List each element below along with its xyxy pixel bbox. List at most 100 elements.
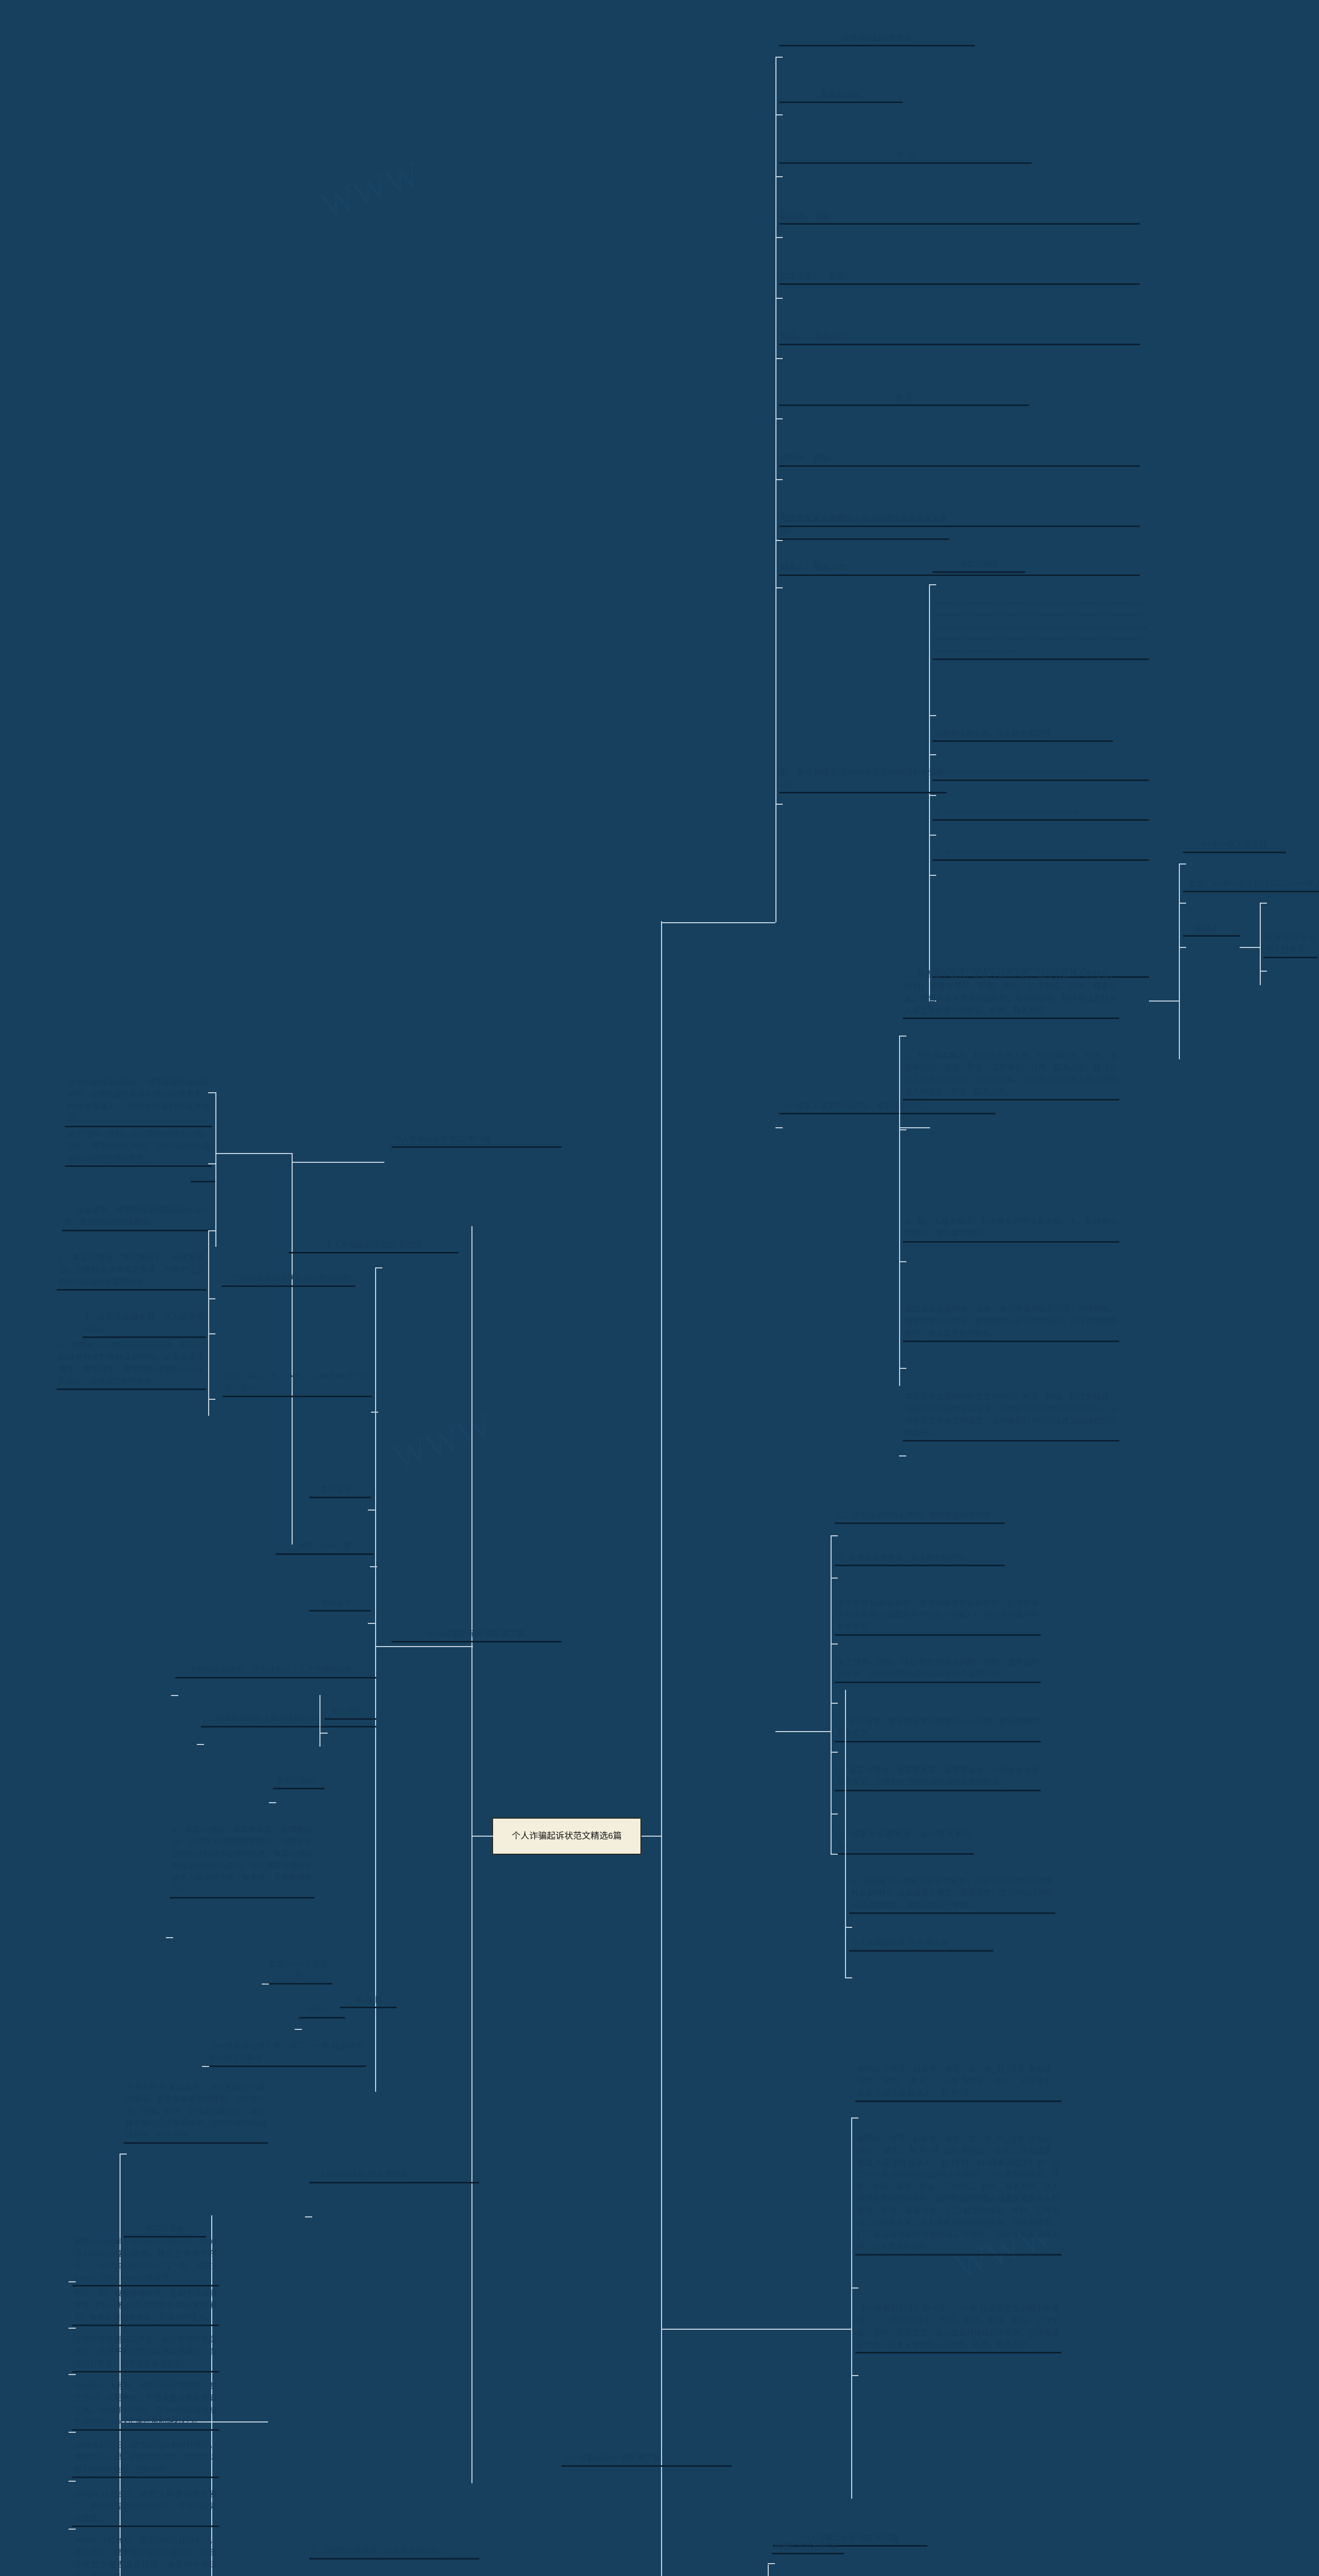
ex2-head2[interactable]: 个人诈骗起诉状 范文 第二篇 bbox=[392, 1628, 562, 1643]
facts-sub-1[interactable]: 此致：××市××区人民法院 bbox=[1183, 878, 1283, 893]
ex6-item-0[interactable]: 按照以下书写：起诉状：被告：女，年_月_日生 身份证： 住址： 被告： 男 年_… bbox=[855, 2063, 1061, 2102]
left-fmt-1-tick bbox=[208, 1163, 215, 1164]
form-spine bbox=[775, 57, 776, 587]
facts-sub-0-tick bbox=[1179, 863, 1186, 865]
sec-two-claim-0[interactable]: 诉讼请求应当明确、具体，有几项请求就写几项，分项列明。请求内容应当合法，能够得到… bbox=[903, 1303, 1119, 1342]
ex2-item-3[interactable]: 身份证号： bbox=[309, 1597, 371, 1612]
facts-title[interactable]: 事实与理由 bbox=[933, 558, 1025, 573]
form-riser bbox=[775, 587, 776, 922]
ex3-item-3[interactable]: 1999年4、5月间，被告开始打骂原告，甚至不归、长期外出，不尽夫妻义务和家庭义… bbox=[72, 2380, 219, 2431]
ex2-item-0[interactable]: 原告：×××，男，××族，××××年××月××日生，住×××。 bbox=[223, 1370, 372, 1397]
ex6-item-1[interactable]: 按照以下书写：起诉状：被告：女，年_月_日生 身份证： 住址： 被告： 男 年_… bbox=[855, 2133, 1061, 2256]
ex2-item-10[interactable]: 年 月 日 bbox=[340, 1994, 397, 2009]
root-node[interactable]: 个人诈骗起诉状范文精选6篇 bbox=[492, 1818, 641, 1855]
ex2-item-7[interactable]: 事实与理由： bbox=[273, 1775, 325, 1790]
facts-child-0[interactable]: 证据和证据来源，证人姓名和住所 bbox=[933, 727, 1113, 742]
ex2-item-9[interactable]: 起诉人： bbox=[299, 2004, 345, 2019]
ex3-item-4[interactable]: 1999年9月2日，被告又因琐事殴打原告，致使原告头部、面部多处受伤，经医院诊断… bbox=[72, 2439, 219, 2478]
ex3-item-0[interactable]: 被告于1990年上半年经人介绍认识，1991年1月15日登记结婚，婚后生育两个孩… bbox=[72, 2236, 219, 2286]
facts-body[interactable]: ××××××××××××××××××××××××××××××××××××××××… bbox=[933, 598, 1149, 660]
sec-one-child-2[interactable]: 3、第三人基本情况：与本案有利害关系的第三人，记载事项同原告、被告基本情况。 bbox=[903, 1216, 1119, 1243]
ex5-format-5-tick bbox=[845, 1927, 852, 1928]
ex3-item-5[interactable]: 2000年11月8日，被告又再度对原告殴打，致使原告受伤住院治疗，至今仍未完全康… bbox=[72, 2488, 219, 2527]
form-item-6[interactable]: 被 告 bbox=[779, 392, 1029, 406]
ex2-item-2[interactable]: 被告：×××，男 bbox=[276, 1540, 374, 1555]
left-fmt-3[interactable]: 2、事实与理由。事实要真实，说理要适当，引用有关法律规定条文，为维护正当的合法权… bbox=[57, 1252, 206, 1291]
ex2-body[interactable]: 2、事实与理由。事实要真实，说理要适当，引用有关法律规定的条文，为维护正当的合法… bbox=[170, 1824, 314, 1899]
ex5-title[interactable]: 个人诈骗起诉状 范文 第五篇 bbox=[773, 2532, 927, 2547]
form-tick-1 bbox=[775, 114, 783, 115]
form-item-2[interactable]: 原 告 bbox=[779, 149, 1031, 164]
ex4-title[interactable]: 个人诈骗起诉状 范文 第四篇 bbox=[309, 2169, 479, 2184]
facts-child-2[interactable]: 2、××××××××××××××××××××××××××××× bbox=[933, 806, 1149, 821]
facts-date[interactable]: 二〇一一年 月 日 bbox=[1263, 878, 1319, 893]
ex3-title[interactable]: 个人诈骗起诉状 范文 第三篇 bbox=[562, 2452, 732, 2467]
left-fmt-4[interactable]: 3、证据及证据来源、证人姓名和住址。 bbox=[82, 1311, 206, 1338]
facts-sub-2[interactable]: 起诉人： bbox=[1183, 922, 1240, 937]
ex5-format-1[interactable]: 关于'住所、住址、诉讼案由'的说法问题。住所，通常指的住所地，公民的住所地通常以… bbox=[835, 1656, 1041, 1683]
facts-child-1-tick bbox=[929, 795, 936, 796]
ex6-spine bbox=[851, 2117, 852, 2499]
ex5-format-0[interactable]: 文书名称'民事起诉状'。原告和被告在起诉状中，必须将被告写清不得以(如需要多个的… bbox=[835, 1597, 1041, 1636]
ex5-subtitle[interactable]: 民事起诉状的制作 bbox=[772, 2540, 844, 2555]
ex5-format-2-tick bbox=[831, 1752, 838, 1753]
ex4-item-1[interactable]: 3、证据及证据来源、证人姓名和住址。 bbox=[835, 1552, 1005, 1567]
left-fmt-0[interactable]: 文书名称'民事起诉状'。原告和被告在起诉状中，必须将被告写清不得以(如需要多个的… bbox=[65, 1077, 212, 1127]
ex3-item-1[interactable]: 婚后，原、被告感情尚可，后因生活琐事发生口角，被告多次对原告实施家庭暴力，致使夫… bbox=[72, 2287, 219, 2326]
ex3-item-1-tick bbox=[69, 2328, 76, 2329]
left-fmt-2-tick bbox=[208, 1230, 215, 1231]
ex2-item-8[interactable]: 此致 ××××人民法院 bbox=[265, 1958, 332, 1985]
form-item-7[interactable]: 住所地： 邮编： bbox=[779, 452, 1140, 467]
ex2-item-5[interactable]: (二)民事起诉状的主要内容及写作方法 bbox=[201, 1713, 376, 1728]
left-fmt-1[interactable]: 关于'住所、住址、诉讼案由'的说法问题。住所，通常指的住所地，公民的住所地通常以… bbox=[65, 1128, 212, 1167]
left-fmt-5[interactable]: 4、按照被告人数提交起诉状副本，附有与起诉状有关的各种证据材料。证据来源于哪里，… bbox=[57, 1340, 206, 1390]
ex4-note[interactable]: 3、证据及证据来源、证人姓名和住址。 bbox=[309, 2545, 479, 2560]
ex2-item-7-tick bbox=[269, 1802, 276, 1803]
ex5-format-2[interactable]: 1、诉讼请求。要写明请求法院解决什么问题，提出明确的具体要求。 bbox=[835, 1716, 1041, 1742]
sec-one-child-1-tick bbox=[899, 1129, 906, 1130]
facts-note[interactable]: 起诉状应当记明下列事项 bbox=[1263, 931, 1317, 958]
facts-child-4[interactable]: 4、××××××××××××××××××××××××××××××× bbox=[933, 963, 1149, 978]
left-fmt-5-tick bbox=[208, 1399, 215, 1400]
sec-three-title[interactable]: 三、事实和理由(说明纠纷发生的经过和争议焦点) bbox=[779, 767, 946, 793]
ex2-title[interactable]: 个人诈骗起诉状 范文 第二篇 bbox=[289, 1239, 459, 1254]
ex6-title[interactable]: 个人诈骗起诉状 范文 第六篇 bbox=[849, 1937, 993, 1952]
ex2-item-4[interactable]: (一)写好民事起诉状，应当注意以下几个方面的问题 bbox=[175, 1664, 376, 1679]
form-item-1[interactable]: 民事起诉状 bbox=[779, 89, 903, 104]
form-item-4[interactable]: 法定代表人： 职务： bbox=[779, 270, 1140, 285]
facts-sub-0[interactable]: ××市××区人民法院 bbox=[1183, 839, 1286, 854]
sec-two-claim-tick bbox=[899, 1368, 906, 1369]
ex2-item-11[interactable]: 《××民事诉讼法》第一百二十一条 起诉状应当记明下列事项 bbox=[206, 2040, 366, 2067]
ex3-item-2[interactable]: 在原告怀孕期间及产后，被告不但不照顾原告，反而不断对原告实施家庭暴力，多次殴打原… bbox=[72, 2334, 219, 2372]
ex2-item-6[interactable]: 诉讼请求： bbox=[325, 1705, 376, 1720]
form-item-5[interactable]: 联系人： 联系方式： bbox=[779, 331, 1140, 346]
facts-child-3[interactable]: 3、××××××××××××××××××××××××××××××× bbox=[933, 846, 1149, 861]
form-item-3[interactable]: 住所地： 邮编： bbox=[779, 210, 1140, 225]
left-grp1-note[interactable]: (二)写好民事起诉状应当注意的问题 bbox=[222, 1273, 356, 1287]
form-title[interactable]: 民事诉讼起诉状格式 bbox=[779, 32, 975, 47]
form-tick-3 bbox=[775, 237, 783, 238]
sec-one-title[interactable]: 一、当事人基本情况(原告、被告和第三人) bbox=[779, 1100, 995, 1115]
ex2-item-1[interactable]: 身份证号： bbox=[309, 1484, 371, 1499]
ex3-facts-label[interactable]: 事实与理由 bbox=[124, 2223, 206, 2238]
sec-one-child-0[interactable]: 1、原告基本情况：原告为自然人的，应写明自然人的姓名、性别、出生年月日、民族、职… bbox=[903, 969, 1119, 1019]
ex6-item-2[interactable]: 《××民事诉讼法》第一百二十一条 起诉状应当记明下列事项： (一) 原告的姓名、… bbox=[855, 2303, 1061, 2353]
ex5-format-4[interactable]: 3、证据及证据来源、证人姓名和住址。 bbox=[835, 1828, 974, 1855]
sec-two-title[interactable]: 二、诉讼请求(写明向人民法院提出的具体请求事项) bbox=[779, 513, 949, 540]
watermark: WWW bbox=[387, 1406, 498, 1479]
facts-sub2-link bbox=[1240, 947, 1260, 948]
form-item-8[interactable]: 法定代表人： 职务： bbox=[779, 513, 1140, 528]
left-fmt-2[interactable]: 1、诉讼请求。要写明请求法院解决什么问题，提出明确的具体要求。 bbox=[62, 1205, 211, 1231]
spine-left bbox=[471, 1226, 472, 2483]
notes-0[interactable]: 文书名称'民事起诉状'。原告和被告的基本情况，原告或者被告的姓名、出生年月日、民… bbox=[124, 2081, 268, 2144]
ex5-format-5[interactable]: 4、按照被告人数提交起诉状副本，附有与起诉状有关的各种证据材料。证据来源于哪里，… bbox=[849, 1875, 1055, 1914]
facts-child-1[interactable]: 1、××××××××××××××××××××××××××××××× bbox=[933, 767, 1149, 782]
ex5-format-3[interactable]: 2、事实与理由。事实要真实，说理要适当，引用有关法律规定条文，为维护正当的合法权… bbox=[835, 1765, 1041, 1791]
sec-one-child-1[interactable]: 2、被告基本情况：被告为自然人的，应写明姓名、性别、出生年月日、民族、职业、工作… bbox=[903, 1050, 1119, 1100]
ex3-item-6[interactable]: 2000年11月19日，被告将原告赶出家门，原告无奈，只得暂时借住亲戚家中。原告… bbox=[72, 2535, 219, 2576]
ex4-item-0[interactable]: 二、被告应承担诉讼费用，赔偿原告经济损失 bbox=[835, 1510, 1005, 1524]
ex2-item-4-tick bbox=[171, 1695, 178, 1696]
sec-three-child-0[interactable]: 事实部分应写明纠纷发生的时间、地点、原因、经过和结果；理由部分应围绕诉讼请求，结… bbox=[903, 1391, 1119, 1442]
left-grp1-head[interactable]: 个人诈骗起诉状 范文 第一篇 bbox=[392, 1133, 562, 1148]
form-item-9[interactable]: 联系人： 联系方式： bbox=[779, 562, 1140, 577]
